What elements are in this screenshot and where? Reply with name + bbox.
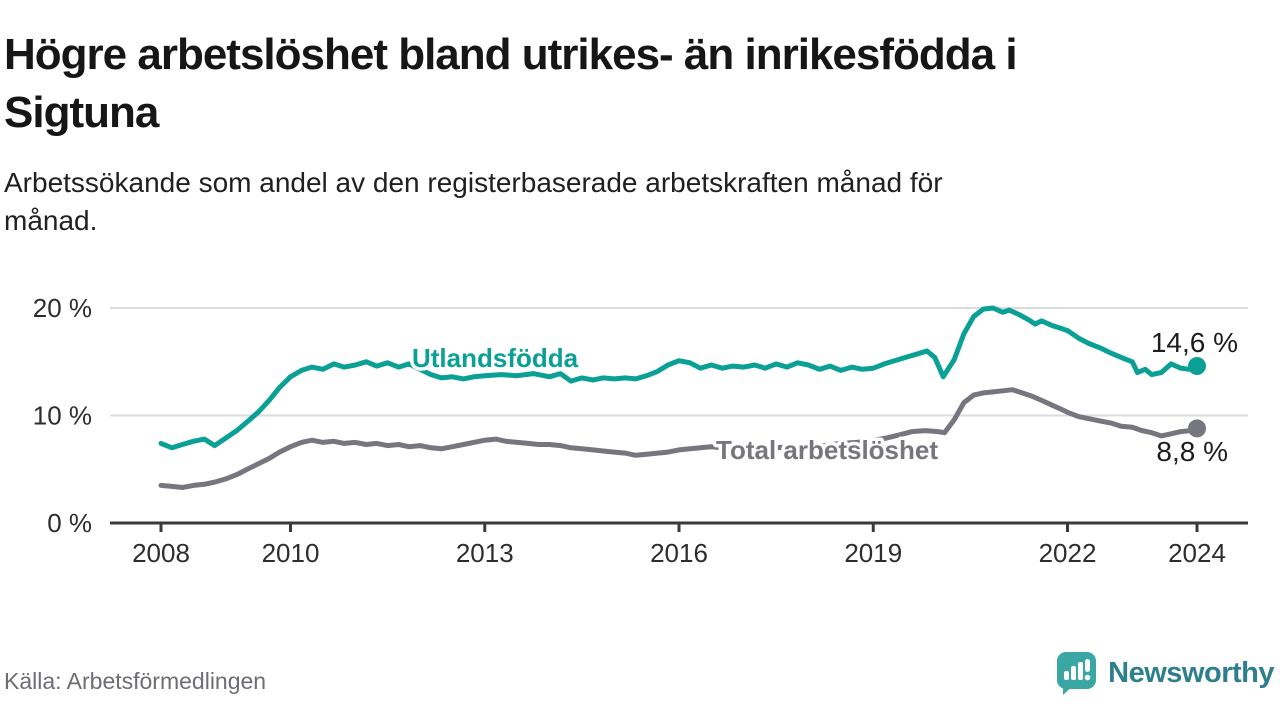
x-tick-label-2019: 2019 (844, 538, 902, 568)
source-note: Källa: Arbetsförmedlingen (4, 668, 267, 694)
x-tick-label-2010: 2010 (262, 538, 320, 568)
page-title: Högre arbetslöshet bland utrikes- än inr… (4, 26, 1264, 142)
newsworthy-logo: Newsworthy (1054, 650, 1274, 696)
series-label-utlandsfodda: Utlandsfödda (412, 343, 579, 373)
series-line-total (158, 387, 1200, 490)
title-line-1: Högre arbetslöshet bland utrikes- än inr… (4, 30, 1018, 79)
x-tick-label-2008: 2008 (132, 538, 190, 568)
newsworthy-wordmark: Newsworthy (1108, 656, 1274, 689)
series-label-total: Total arbetslöshet (716, 435, 938, 465)
y-tick-label-0: 0 % (47, 508, 92, 538)
series-end-dot-total (1188, 419, 1206, 438)
chart-subtitle: Arbetssökande som andel av den registerb… (4, 164, 1234, 240)
y-tick-label-20: 20 % (33, 293, 92, 323)
series-line-utlandsfodda (158, 305, 1200, 451)
title-line-2: Sigtuna (4, 88, 159, 137)
x-tick-label-2022: 2022 (1039, 538, 1097, 568)
x-tick-label-2016: 2016 (650, 538, 708, 568)
speech-bubble-bar-chart-icon (1057, 652, 1097, 695)
series-end-dot-utlandsfodda (1188, 357, 1206, 376)
subtitle-line-1: Arbetssökande som andel av den registerb… (4, 167, 943, 198)
subtitle-line-2: månad. (4, 205, 98, 236)
series-end-value-total: 8,8 % (1156, 436, 1228, 467)
x-tick-label-2013: 2013 (456, 538, 514, 568)
series-end-value-utlandsfodda: 14,6 % (1151, 327, 1238, 358)
y-tick-label-10: 10 % (33, 401, 92, 431)
x-tick-label-2024: 2024 (1168, 538, 1226, 568)
